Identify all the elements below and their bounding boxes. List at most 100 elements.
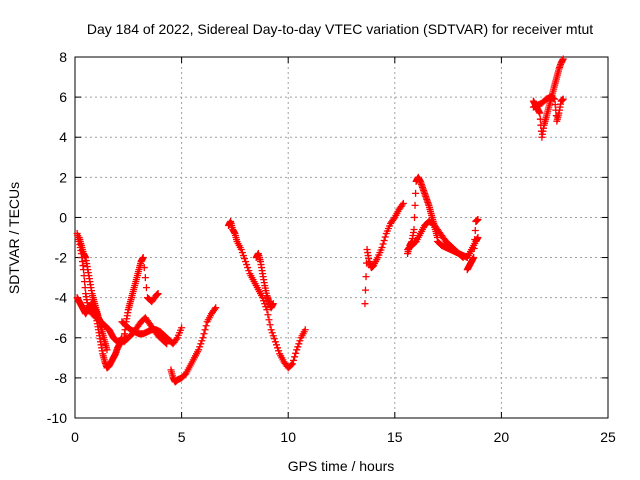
data-point (197, 340, 205, 348)
data-point (294, 343, 302, 351)
data-point (195, 346, 203, 354)
data-point (381, 233, 389, 241)
data-point (239, 252, 247, 260)
data-point (274, 344, 282, 352)
data-point (379, 240, 387, 248)
y-tick-label: -2 (55, 250, 68, 266)
data-point (301, 326, 309, 334)
series-arc9 (252, 250, 277, 312)
data-point (411, 201, 419, 209)
data-point (471, 226, 479, 234)
data-point (559, 55, 567, 63)
data-point (178, 324, 186, 332)
series-arc3 (75, 234, 111, 354)
data-point (470, 245, 478, 253)
x-tick-label: 10 (280, 429, 296, 445)
data-point (470, 254, 478, 262)
data-point (275, 347, 283, 355)
y-tick-label: 8 (59, 49, 67, 65)
data-point (154, 290, 162, 298)
data-point (263, 306, 271, 314)
data-point (238, 249, 246, 257)
data-point (266, 321, 274, 329)
data-point (295, 340, 303, 348)
data-point (269, 300, 277, 308)
data-point (199, 334, 207, 342)
data-point (201, 326, 209, 334)
data-point (103, 346, 111, 354)
x-tick-label: 0 (71, 429, 79, 445)
chart-title: Day 184 of 2022, Sidereal Day-to-day VTE… (87, 21, 593, 37)
data-point (81, 284, 89, 292)
series-arc5 (120, 254, 162, 342)
data-point (265, 316, 273, 324)
data-point (141, 274, 149, 282)
y-tick-label: -8 (55, 370, 68, 386)
plot-frame (74, 56, 609, 419)
data-point (361, 300, 369, 308)
x-axis-label: GPS time / hours (288, 458, 395, 474)
data-point (271, 338, 279, 346)
x-tick-label: 25 (600, 429, 616, 445)
y-tick-label: 0 (59, 209, 67, 225)
series-arc16 (529, 93, 567, 125)
data-point (390, 215, 398, 223)
y-tick-label: 4 (59, 129, 67, 145)
data-point (139, 254, 147, 262)
data-point (142, 284, 150, 292)
data-point (196, 343, 204, 351)
series-arc7 (167, 304, 220, 386)
data-point (269, 332, 277, 340)
data-point (399, 199, 407, 207)
data-point (272, 341, 280, 349)
axis-ticks: 0 5 10 15 20 25 -10 -8 -6 -4 -2 0 2 4 6 8 (47, 49, 616, 445)
data-point (287, 361, 295, 369)
data-point (293, 346, 301, 354)
data-point (288, 360, 296, 368)
data-point (244, 264, 252, 272)
data-point (212, 304, 220, 312)
data-point (474, 215, 482, 223)
data-point (398, 201, 406, 209)
data-points (73, 55, 567, 386)
y-tick-label: -10 (47, 410, 67, 426)
series-arc15 (529, 55, 567, 141)
data-point (211, 305, 219, 313)
data-point (378, 244, 386, 252)
data-point (240, 255, 248, 263)
data-point (411, 213, 419, 221)
data-point (296, 337, 304, 345)
data-point (559, 95, 567, 103)
data-point (243, 261, 251, 269)
data-point (264, 311, 272, 319)
grid (75, 57, 608, 418)
data-point (172, 335, 180, 343)
data-point (471, 236, 479, 244)
x-tick-label: 5 (178, 429, 186, 445)
y-tick-label: -6 (55, 330, 68, 346)
y-axis-label: SDTVAR / TECUs (6, 182, 22, 294)
data-point (237, 246, 245, 254)
y-tick-label: 2 (59, 169, 67, 185)
data-point (292, 349, 300, 357)
data-point (242, 258, 250, 266)
data-point (268, 329, 276, 337)
data-point (361, 286, 369, 294)
data-point (270, 335, 278, 343)
y-tick-label: 6 (59, 89, 67, 105)
data-point (245, 267, 253, 275)
data-point (163, 340, 171, 348)
series-arc8 (225, 217, 309, 372)
data-point (412, 189, 420, 197)
data-point (380, 237, 388, 245)
x-tick-label: 20 (494, 429, 510, 445)
data-point (202, 322, 210, 330)
y-tick-label: -4 (55, 290, 68, 306)
data-point (267, 326, 275, 334)
data-point (140, 264, 148, 272)
series-arc10 (361, 199, 407, 308)
series-arc14 (463, 215, 482, 274)
data-point (536, 109, 544, 117)
data-point (362, 273, 370, 281)
